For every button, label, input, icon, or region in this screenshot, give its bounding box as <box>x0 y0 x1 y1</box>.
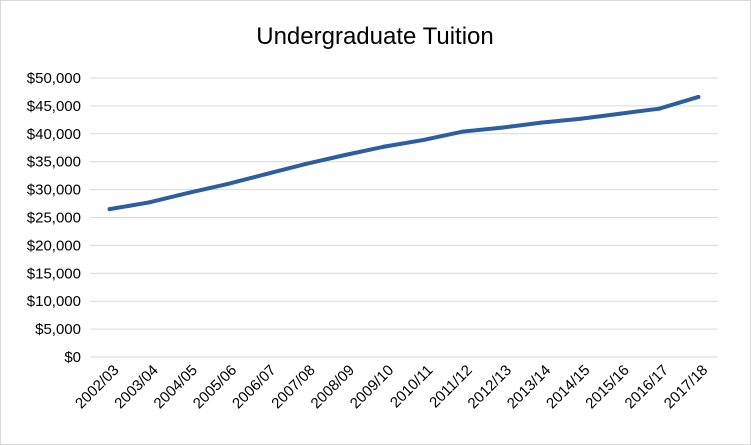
data-point <box>617 111 622 116</box>
data-point <box>421 137 426 142</box>
data-point <box>343 153 348 158</box>
data-point <box>460 129 465 134</box>
data-point <box>539 120 544 125</box>
x-tick-label: 2017/18 <box>661 362 711 412</box>
y-tick-label: $35,000 <box>27 154 81 171</box>
data-point <box>225 182 230 187</box>
data-point <box>186 190 191 195</box>
y-tick-label: $5,000 <box>35 321 81 338</box>
data-point <box>696 94 701 99</box>
data-point <box>303 161 308 166</box>
y-axis-ticks: $0 $5,000 $10,000 $15,000 $20,000 $25,000 $30,… <box>27 70 81 366</box>
y-tick-label: $50,000 <box>27 70 81 87</box>
x-axis-ticks: 2002/032003/042004/052005/062006/072007/… <box>72 362 711 412</box>
y-tick-label: $25,000 <box>27 210 81 227</box>
y-tick-label: $0 <box>64 349 81 366</box>
y-tick-label: $20,000 <box>27 237 81 254</box>
gridlines <box>90 77 718 358</box>
data-point <box>264 171 269 176</box>
data-point <box>500 125 505 130</box>
data-point <box>146 200 151 205</box>
chart-title: Undergraduate Tuition <box>256 23 494 50</box>
x-tick-label: 2009/10 <box>347 362 397 412</box>
data-point <box>107 207 112 212</box>
y-tick-label: $30,000 <box>27 182 81 199</box>
data-point <box>657 106 662 111</box>
series-lines <box>107 94 701 212</box>
y-tick-label: $15,000 <box>27 265 81 282</box>
y-tick-label: $45,000 <box>27 98 81 115</box>
data-point <box>578 116 583 121</box>
y-tick-label: $10,000 <box>27 293 81 310</box>
y-tick-label: $40,000 <box>27 126 81 143</box>
series-line <box>107 94 701 212</box>
x-tick-label: 2010/11 <box>387 362 437 412</box>
data-point <box>382 144 387 149</box>
